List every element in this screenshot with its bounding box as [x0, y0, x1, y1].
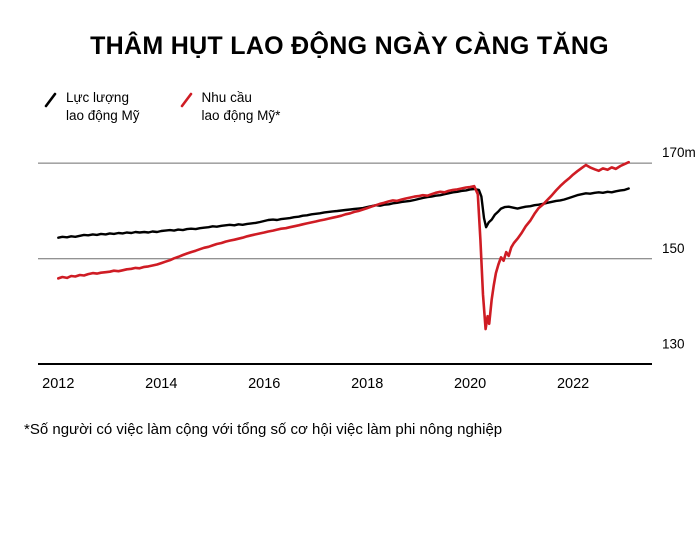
- chart-card: THÂM HỤT LAO ĐỘNG NGÀY CÀNG TĂNG Lực lượ…: [0, 32, 699, 438]
- series-line: [56, 161, 631, 331]
- legend-item-labor-force: Lực lượng lao động Mỹ: [44, 89, 140, 125]
- x-tick-label: 2020: [454, 376, 486, 392]
- legend-line-red-icon: [180, 92, 192, 108]
- y-tick-label: 170m: [662, 146, 696, 161]
- legend: Lực lượng lao động Mỹ Nhu cầu lao động M…: [44, 89, 699, 125]
- legend-item-labor-demand: Nhu cầu lao động Mỹ*: [180, 89, 281, 125]
- x-tick-label: 2018: [351, 376, 383, 392]
- legend-label-line1: Lực lượng: [66, 90, 129, 105]
- x-tick-label: 2014: [145, 376, 177, 392]
- legend-label-labor-demand: Nhu cầu lao động Mỹ*: [202, 89, 281, 125]
- y-tick-label: 150: [662, 241, 685, 256]
- chart-title: THÂM HỤT LAO ĐỘNG NGÀY CÀNG TĂNG: [90, 32, 609, 60]
- series-line: [57, 187, 630, 240]
- x-tick-label: 2016: [248, 376, 280, 392]
- chart-footnote: *Số người có việc làm cộng với tổng số c…: [24, 421, 503, 439]
- legend-line-black-icon: [44, 92, 57, 108]
- legend-label-line2: lao động Mỹ: [66, 108, 140, 124]
- x-tick-label: 2012: [42, 376, 74, 392]
- line-chart: 170m 150 130 2012 2014 2016 2018 2020 2022: [38, 146, 696, 392]
- legend-label-line2: lao động Mỹ*: [201, 108, 281, 124]
- y-tick-label: 130: [662, 337, 685, 352]
- legend-label-labor-force: Lực lượng lao động Mỹ: [66, 89, 140, 125]
- x-tick-label: 2022: [557, 376, 589, 392]
- legend-label-line1: Nhu cầu: [201, 90, 252, 105]
